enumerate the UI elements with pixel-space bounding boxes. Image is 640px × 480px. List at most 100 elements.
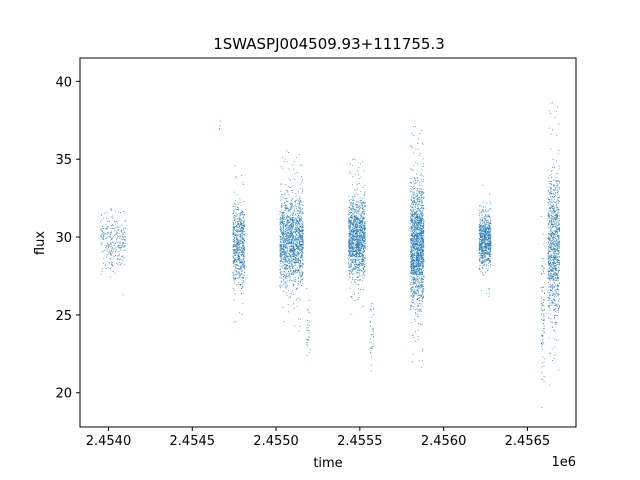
data-point — [302, 188, 304, 190]
data-point — [359, 256, 361, 258]
data-point — [421, 232, 423, 234]
data-point — [421, 263, 422, 265]
data-point — [418, 228, 420, 230]
data-point — [242, 227, 244, 229]
data-point — [419, 211, 421, 213]
data-point — [291, 205, 293, 207]
data-point — [290, 270, 291, 271]
data-point — [415, 340, 417, 342]
data-point — [411, 191, 413, 193]
data-point — [416, 276, 418, 278]
data-point — [416, 250, 418, 252]
data-point — [356, 206, 358, 208]
data-point — [286, 161, 288, 163]
data-point — [124, 245, 126, 247]
data-point — [241, 261, 243, 263]
data-point — [295, 254, 297, 256]
data-point — [106, 217, 107, 219]
data-point — [243, 246, 245, 248]
data-point — [417, 217, 419, 218]
data-point — [280, 205, 282, 206]
data-point — [285, 247, 287, 249]
data-point — [410, 199, 412, 201]
data-point — [297, 246, 299, 248]
data-point — [423, 257, 424, 259]
data-point — [417, 254, 419, 256]
data-point — [288, 242, 289, 244]
data-point — [413, 280, 415, 281]
data-point — [290, 231, 292, 233]
data-point — [282, 232, 284, 234]
data-point — [349, 230, 351, 232]
data-point — [420, 269, 422, 271]
data-point — [302, 256, 304, 258]
data-point — [412, 238, 414, 240]
data-point — [238, 268, 240, 270]
data-point — [350, 217, 352, 219]
data-point — [413, 271, 415, 273]
data-point — [235, 243, 237, 245]
data-point — [362, 240, 364, 241]
data-point — [233, 239, 235, 241]
data-point — [298, 221, 300, 223]
data-point — [362, 224, 364, 226]
data-point — [292, 271, 293, 273]
data-point — [355, 232, 357, 234]
data-point — [358, 242, 360, 244]
data-point — [419, 220, 421, 222]
data-point — [237, 247, 239, 249]
data-point — [290, 296, 291, 298]
data-point — [280, 235, 281, 237]
data-point — [292, 225, 294, 227]
data-point — [362, 259, 364, 261]
data-point — [414, 231, 416, 233]
data-point — [236, 258, 238, 260]
data-point — [238, 229, 240, 230]
data-point — [420, 193, 422, 195]
data-point — [302, 236, 304, 238]
data-point — [243, 250, 245, 252]
data-point — [413, 213, 415, 215]
data-point — [353, 236, 355, 237]
data-point — [294, 279, 296, 281]
data-point — [414, 245, 416, 247]
data-point — [412, 263, 414, 265]
data-point — [348, 241, 350, 243]
data-point — [361, 252, 363, 254]
data-point — [286, 217, 288, 219]
data-point — [421, 261, 423, 263]
data-point — [362, 208, 364, 210]
data-point — [413, 281, 415, 283]
data-point — [416, 258, 418, 260]
data-point — [279, 259, 281, 261]
data-point — [421, 231, 423, 233]
data-point — [411, 249, 413, 251]
data-point — [289, 219, 291, 221]
data-point — [419, 271, 421, 273]
data-point — [292, 259, 294, 261]
data-point — [420, 245, 422, 247]
data-point — [418, 258, 420, 260]
data-point — [415, 214, 417, 215]
data-point — [233, 278, 235, 280]
data-point — [421, 254, 423, 256]
data-point — [420, 231, 422, 233]
data-point — [300, 252, 301, 253]
data-point — [237, 208, 239, 210]
data-point — [354, 251, 356, 252]
data-point — [358, 244, 360, 246]
data-point — [420, 200, 422, 202]
data-point — [355, 190, 357, 191]
data-point — [284, 260, 286, 262]
data-point — [284, 275, 285, 276]
data-point — [234, 255, 236, 256]
data-point — [372, 314, 374, 315]
data-point — [411, 254, 413, 256]
data-point — [360, 215, 362, 217]
data-point — [418, 271, 420, 273]
data-point — [415, 313, 417, 315]
data-point — [352, 205, 354, 207]
data-point — [417, 339, 419, 341]
data-point — [299, 225, 301, 227]
data-point — [348, 171, 350, 173]
